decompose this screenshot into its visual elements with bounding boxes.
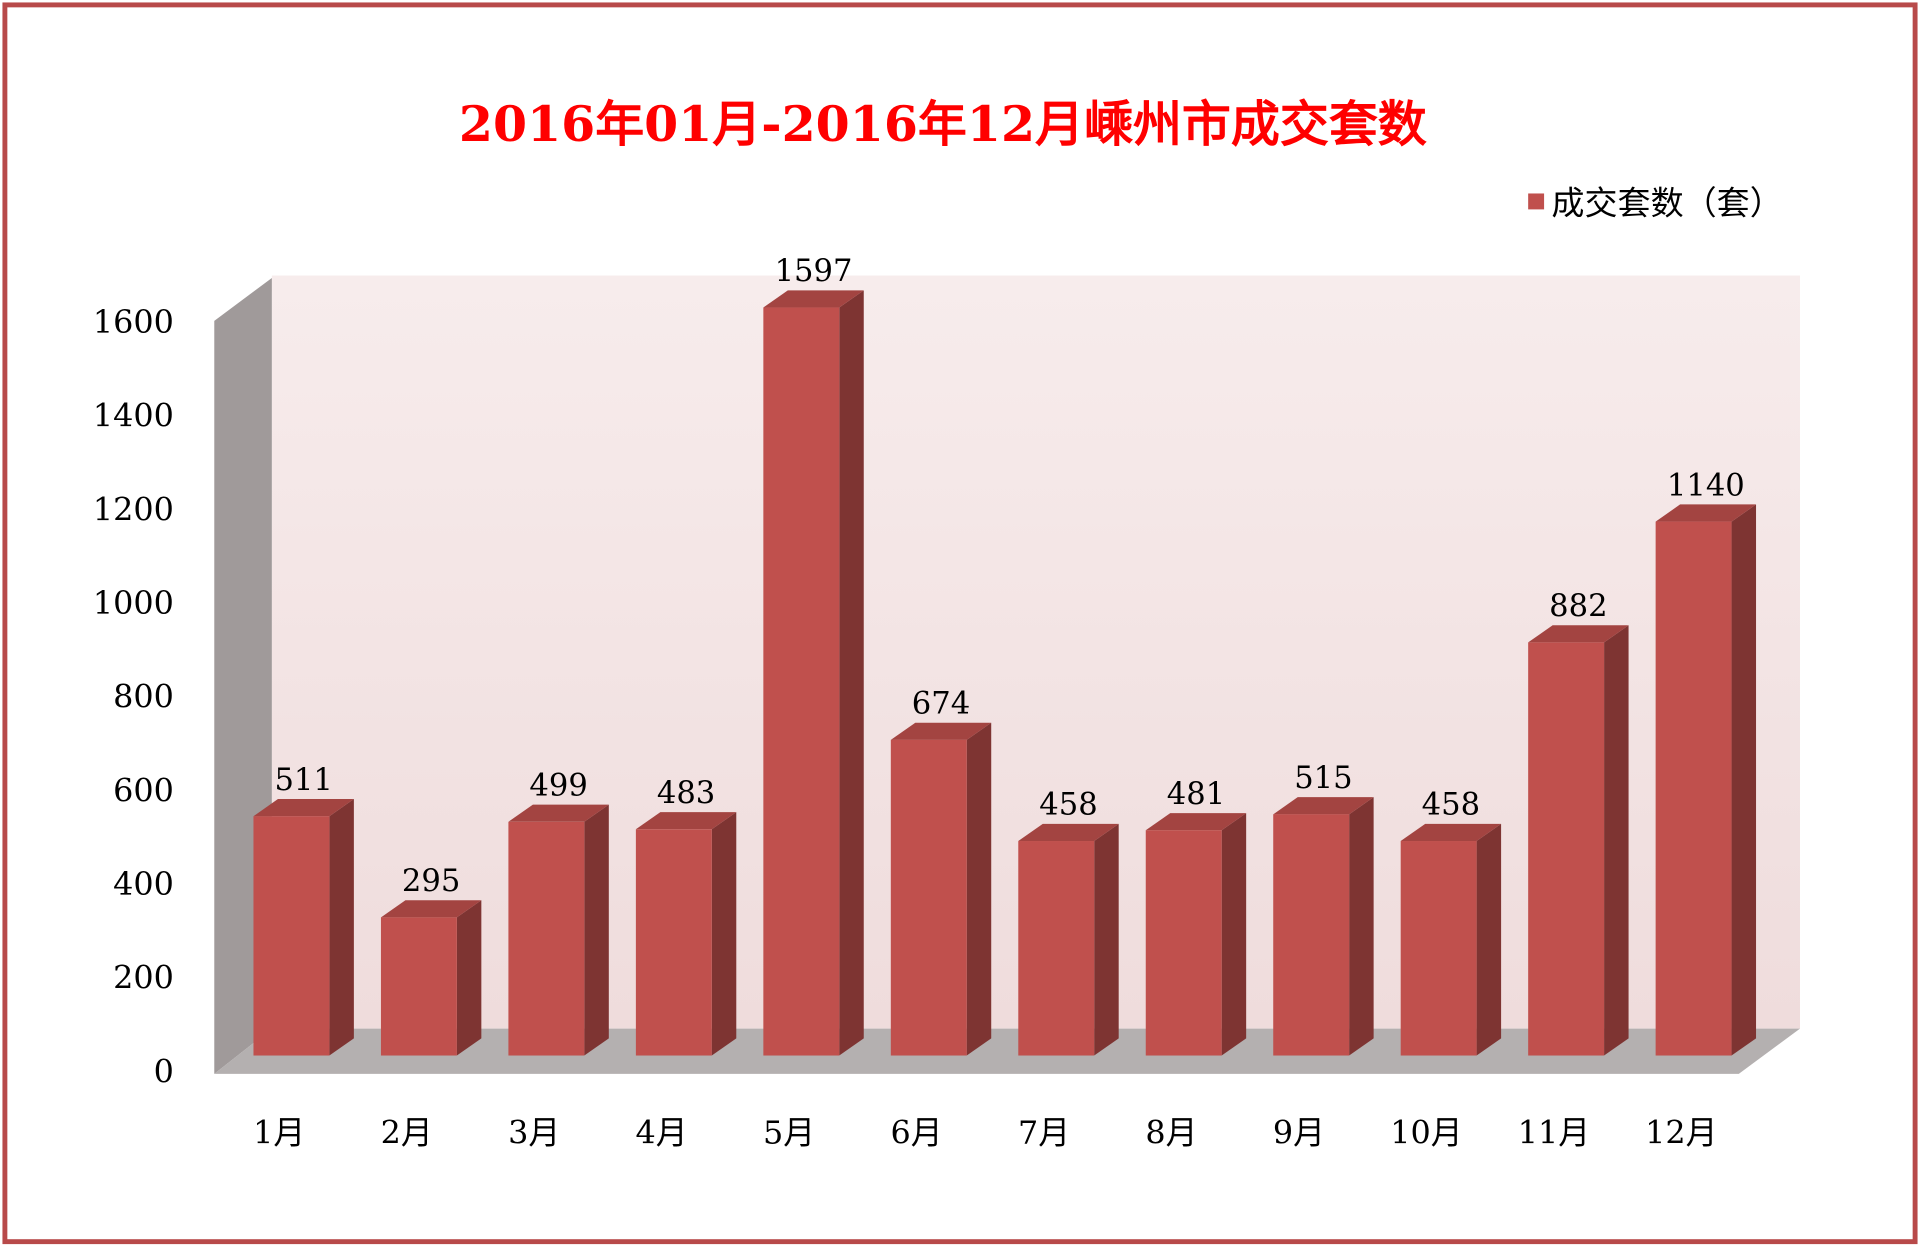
value-label: 481 (1167, 777, 1225, 812)
bar-side (1349, 797, 1374, 1056)
bar-top (1655, 504, 1757, 522)
x-tick-label: 10月 (1390, 1114, 1462, 1152)
bar-top (1018, 823, 1119, 842)
value-label: 515 (1294, 761, 1352, 796)
bar (1018, 841, 1095, 1056)
bar-side (839, 290, 864, 1056)
bar-top (763, 290, 864, 308)
y-tick-label: 800 (113, 678, 174, 716)
y-tick-label: 400 (113, 865, 174, 903)
bar (763, 307, 840, 1056)
bar (508, 821, 585, 1056)
x-tick-label: 8月 (1145, 1114, 1197, 1152)
bar (1145, 830, 1222, 1056)
bar-side (1221, 813, 1247, 1056)
bar-side (711, 812, 737, 1056)
value-label: 1597 (775, 254, 853, 289)
value-label: 295 (402, 864, 460, 899)
bar-top (635, 812, 737, 830)
bar-top (1400, 823, 1502, 842)
bar-side (1731, 504, 1757, 1056)
bar (1273, 814, 1350, 1056)
bar-top (1528, 625, 1629, 643)
legend-swatch (1528, 193, 1545, 210)
y-tick-label: 0 (154, 1052, 174, 1090)
x-tick-label: 4月 (636, 1114, 688, 1152)
bar-top (253, 799, 354, 817)
bar-side (329, 799, 354, 1056)
bar-top (1145, 813, 1247, 831)
value-label: 458 (1039, 788, 1097, 823)
x-tick-label: 6月 (890, 1114, 942, 1152)
x-tick-label: 3月 (508, 1114, 560, 1152)
chart-title: 2016年01月-2016年12月嵊州市成交套数 (459, 95, 1427, 153)
value-label: 458 (1422, 788, 1480, 823)
y-tick-label: 1400 (93, 397, 174, 435)
bar-side (584, 804, 609, 1056)
bar-side (1476, 823, 1502, 1056)
x-tick-label: 9月 (1273, 1114, 1325, 1152)
x-tick-label: 7月 (1018, 1114, 1070, 1152)
bar-top (508, 804, 609, 822)
y-tick-label: 1000 (93, 584, 174, 622)
bar (1400, 841, 1477, 1056)
y-tick-label: 1600 (93, 303, 174, 341)
bar (1655, 521, 1732, 1056)
bar (1528, 642, 1605, 1056)
x-tick-label: 2月 (381, 1114, 433, 1152)
value-label: 483 (657, 776, 715, 811)
y-tick-label: 600 (113, 771, 174, 809)
bar-top (1273, 797, 1374, 815)
value-label: 511 (274, 763, 332, 798)
bar (253, 816, 330, 1056)
x-tick-label: 11月 (1518, 1114, 1590, 1152)
value-label: 1140 (1667, 468, 1745, 503)
x-tick-label: 1月 (253, 1114, 305, 1152)
legend: 成交套数（套） (1528, 184, 1783, 223)
bar-side (966, 722, 992, 1056)
value-label: 882 (1549, 589, 1607, 624)
x-tick-label: 5月 (763, 1114, 815, 1152)
bar-top (890, 722, 992, 740)
value-label: 674 (912, 687, 970, 722)
bar-top (380, 900, 482, 918)
bar (635, 829, 712, 1056)
y-tick-label: 200 (113, 959, 174, 997)
bar-side (1094, 823, 1119, 1056)
bar-side (1604, 625, 1629, 1056)
y-tick-label: 1200 (93, 490, 174, 528)
value-label: 499 (529, 769, 587, 804)
x-tick-label: 12月 (1645, 1114, 1717, 1152)
legend-label: 成交套数（套） (1551, 184, 1782, 223)
bar-side (456, 900, 482, 1056)
bar (890, 739, 967, 1056)
bar (380, 917, 457, 1056)
